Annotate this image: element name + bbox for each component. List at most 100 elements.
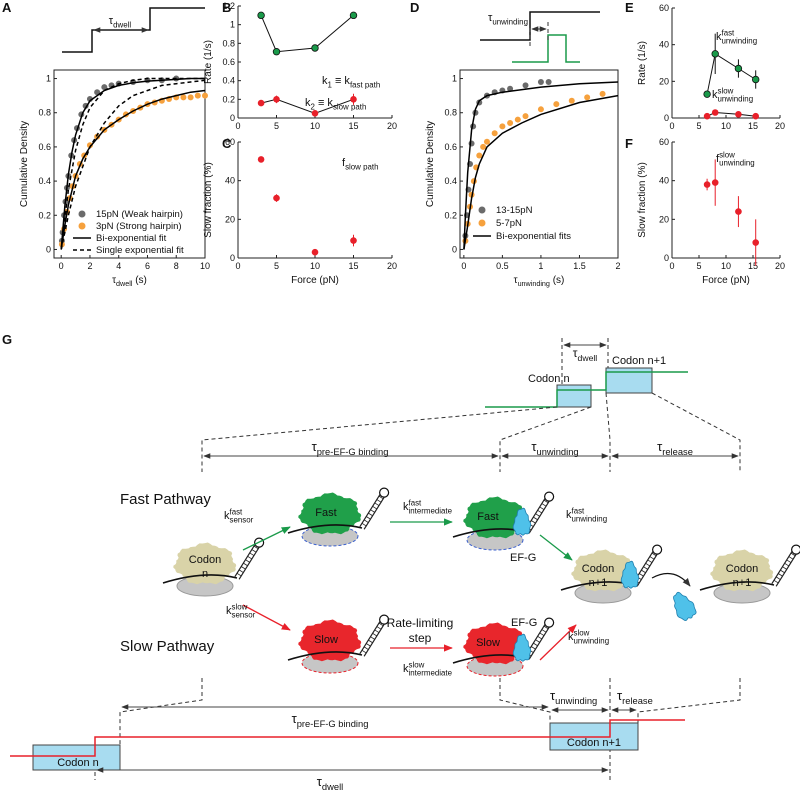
text-part: τ [312,439,318,454]
hairpin-strand [528,627,550,660]
subscript: dwell [578,353,598,363]
text-part: k [403,663,409,675]
subscript: pre-EF-G binding [297,719,369,729]
codon-label: Codon n [57,757,99,769]
annotation: k1 ≡ kfast path [322,75,380,90]
transition-arrow [242,526,291,551]
dashed-line [119,678,203,745]
series-line [706,111,756,117]
subscript: intermediate [409,669,453,678]
state-label: EF-G [510,552,536,564]
ef-g [512,633,532,662]
series-line [60,77,205,250]
data-point [568,97,575,104]
data-point [483,138,490,145]
y-tick-label: 0.8 [222,38,235,48]
hairpin-loop [544,491,555,502]
y-tick-label: 0 [230,113,235,123]
text-part: τ [109,15,114,27]
interval-label: τunwinding [531,439,578,457]
state-label: n [202,568,208,580]
hairpin-rung [533,642,538,647]
x-axis-label: Force (pN) [291,275,339,286]
text-part: k [566,509,572,521]
legend-marker [78,210,86,218]
large-subunit [298,619,362,662]
x-axis-label: τdwell (s) [112,275,147,288]
hairpin-rung [378,495,384,500]
data-point [545,78,552,85]
state-label: n+1 [589,577,608,589]
x-tick-label: 10 [310,121,320,131]
large-subunit [463,622,527,665]
x-tick-label: 20 [775,261,785,271]
legend-label: 13-15pN [496,205,533,216]
state-label: Slow [476,637,500,649]
data-point [711,109,719,116]
data-point [752,239,759,246]
pulse-trace [512,34,580,63]
hairpin-rung [370,509,375,513]
hairpin-loop [379,487,390,498]
ef-g [512,507,532,536]
panel-label: A [2,0,12,15]
data-point [584,94,591,101]
data-point [202,92,208,99]
data-point [86,142,93,149]
hairpin-rung [370,636,375,640]
rate-limiting-label: Rate-limiting [387,616,454,630]
hairpin-rung [639,573,644,577]
x-tick-label: 10 [200,261,210,271]
x-tick-label: 0 [235,121,240,131]
data-point [94,133,101,140]
x-tick-label: 5 [696,121,701,131]
text-part: τ [657,439,663,454]
x-tick-label: 10 [721,121,731,131]
text-part: τ [573,346,578,360]
pathway-label: Slow Pathway [120,638,215,655]
hairpin-rung [533,516,538,521]
data-point [257,156,265,163]
large-subunit [298,492,362,535]
y-tick-label: 0 [452,244,457,254]
x-tick-label: 1 [538,261,543,271]
data-point [180,94,187,101]
superscript: slow [232,603,248,612]
series-line [463,81,619,250]
mrna [287,651,363,661]
panel-label: E [625,0,634,15]
y-tick-label: 0.8 [444,108,457,118]
subscript: intermediate [409,507,453,516]
state-label: Codon [189,554,221,566]
text-part: τ [514,275,518,286]
subscript: unwinding [722,37,758,46]
y-tick-label: 0 [664,253,669,263]
interval-label: τdwell [573,346,597,363]
pathway-label: Fast Pathway [120,491,211,508]
step-trace [485,371,688,408]
superscript: slow [719,151,735,160]
superscript: slow [574,629,590,638]
panel-label: F [625,136,633,151]
hairpin-rung [376,499,382,503]
mrna [699,581,775,591]
hairpin-rung [645,562,651,567]
legend-label: Bi-exponential fit [96,233,167,244]
dashed-line [651,392,741,472]
interval-label: τpre-EF-G binding [292,711,369,729]
panel-label: C [222,136,232,151]
large-subunit [173,542,237,585]
subscript: pre-EF-G binding [317,447,389,457]
text-part: τ [292,711,298,726]
subscript: release [622,696,653,706]
x-tick-label: 10 [721,261,731,271]
legend-label: Bi-exponential fits [496,231,571,242]
hairpin-rung [539,632,545,636]
subscript: unwinding [555,696,597,706]
data-point [537,106,544,113]
dashed-line [499,406,592,472]
y-tick-label: 1.2 [222,1,235,11]
subscript: 2 [311,103,315,112]
text-part: τ [550,688,556,703]
